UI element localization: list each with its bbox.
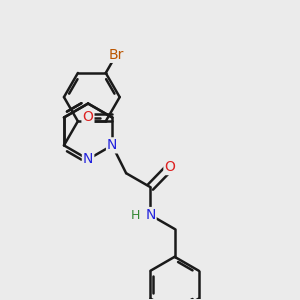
Text: N: N — [107, 138, 117, 152]
Text: N: N — [145, 208, 156, 222]
Text: Br: Br — [109, 48, 124, 62]
Text: O: O — [82, 110, 93, 124]
Text: H: H — [130, 208, 140, 221]
Text: N: N — [83, 152, 93, 166]
Text: O: O — [164, 160, 175, 174]
